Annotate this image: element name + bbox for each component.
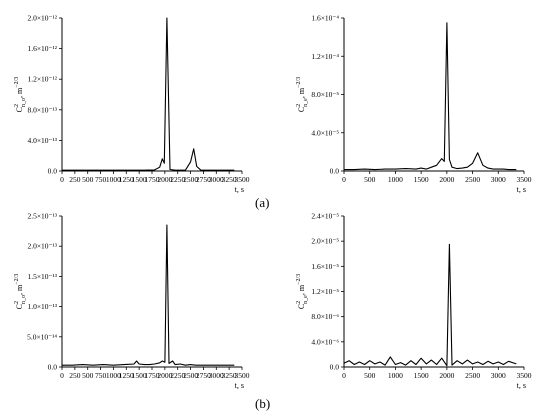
x-tick-label: 500 (82, 371, 94, 380)
x-tick-label: 3000 (491, 371, 506, 380)
y-axis-label: C2n_e, m−2/3 (296, 274, 309, 309)
x-tick-label: 0 (342, 175, 346, 184)
x-tick-label: 1000 (388, 175, 403, 184)
x-tick-label: 3000 (491, 175, 506, 184)
y-tick-label: 1.2×10⁻⁴ (311, 52, 339, 61)
y-tick-label: 2.5×10⁻¹³ (27, 212, 57, 221)
data-series-line (344, 22, 517, 171)
y-tick-label: 1.6×10⁻⁵ (311, 262, 339, 271)
x-axis-label: t, s (517, 381, 526, 390)
x-tick-label: 2250 (170, 175, 185, 184)
x-tick-label: 2500 (183, 175, 198, 184)
chart-panel-a-left: 0 250 500 750 100012501500175020002250250027… (14, 14, 250, 195)
x-tick-label: 1250 (119, 371, 134, 380)
x-tick-label: 2750 (196, 371, 211, 380)
y-tick-label: 1.2×10⁻¹² (27, 75, 57, 84)
x-tick-label: 3000 (209, 371, 224, 380)
x-tick-label: 0 (60, 371, 64, 380)
y-tick-label: 8.0×10⁻¹³ (27, 105, 57, 114)
y-axis-label: C2n_e, m−2/3 (296, 77, 309, 112)
y-tick-label: 4.0×10⁻¹³ (27, 136, 57, 145)
x-tick-label: 2500 (183, 371, 198, 380)
x-tick-label: 500 (82, 175, 94, 184)
y-tick-label: 0.0 (48, 363, 58, 372)
y-tick-label: 4.0×10⁻⁵ (311, 128, 339, 137)
y-axis-label: C2n_o, m−2/3 (14, 77, 27, 113)
y-tick-label: 4.0×10⁻⁶ (311, 337, 339, 346)
y-axis-label: C2n_o, m−2/3 (14, 274, 27, 310)
y-tick-label: 8.0×10⁻⁵ (311, 90, 339, 99)
x-tick-label: 2000 (439, 175, 454, 184)
figure-label-a: (a) (255, 195, 270, 210)
y-tick-label: 1.6×10⁻⁴ (311, 14, 339, 23)
x-tick-label: 1500 (414, 175, 429, 184)
x-axis-label: t, s (235, 185, 244, 194)
x-tick-label: 0 (342, 371, 346, 380)
x-tick-label: 1250 (119, 175, 134, 184)
x-tick-label: 2000 (157, 371, 172, 380)
x-tick-label: 1000 (106, 175, 121, 184)
x-tick-label: 1000 (388, 371, 403, 380)
x-tick-label: 1500 (132, 175, 147, 184)
x-axis-label: t, s (235, 381, 244, 390)
x-tick-label: 750 (95, 175, 107, 184)
y-tick-label: 0.0 (330, 363, 340, 372)
y-tick-label: 2.0×10⁻⁵ (311, 237, 339, 246)
x-axis-label: t, s (517, 185, 526, 194)
y-tick-label: 1.5×10⁻¹³ (27, 272, 57, 281)
data-series-line (62, 17, 235, 171)
chart-panel-a-right: 0 500 1000 1500 2000 2500 3000 3500 0.0 4.0×10⁻⁵ 8… (296, 14, 532, 195)
x-tick-label: 2500 (465, 371, 480, 380)
y-tick-label: 1.6×10⁻¹² (27, 44, 57, 53)
x-tick-label: 2000 (157, 175, 172, 184)
x-tick-label: 2250 (170, 371, 185, 380)
x-tick-label: 250 (69, 175, 81, 184)
x-tick-label: 2000 (439, 371, 454, 380)
x-tick-label: 1750 (145, 175, 160, 184)
y-tick-label: 1.2×10⁻⁵ (311, 287, 339, 296)
x-tick-label: 1500 (414, 371, 429, 380)
y-tick-label: 0.0 (330, 167, 340, 176)
y-tick-label: 0.0 (48, 167, 58, 176)
data-series-line (62, 224, 235, 366)
y-tick-label: 2.4×10⁻⁵ (311, 212, 339, 221)
chart-panel-b-left: 0 250 500 750 100012501500175020002250250027… (14, 212, 250, 391)
x-tick-label: 2500 (465, 175, 480, 184)
x-tick-label: 3250 (222, 175, 237, 184)
y-tick-label: 8.0×10⁻⁶ (311, 312, 339, 321)
figure-label-b: (b) (255, 396, 271, 411)
x-tick-label: 500 (364, 371, 376, 380)
x-tick-label: 500 (364, 175, 376, 184)
x-tick-label: 2750 (196, 175, 211, 184)
x-tick-label: 0 (60, 175, 64, 184)
x-tick-label: 1000 (106, 371, 121, 380)
x-tick-label: 750 (95, 371, 107, 380)
chart-panel-b-right: 0 500 1000 1500 2000 2500 3000 3500 0.0 4.0×10⁻⁶ 8… (296, 212, 532, 391)
y-tick-label: 2.0×10⁻¹² (27, 14, 57, 23)
x-tick-label: 3500 (235, 371, 250, 380)
x-tick-label: 250 (69, 371, 81, 380)
y-tick-label: 1.0×10⁻¹³ (27, 302, 57, 311)
y-tick-label: 2.0×10⁻¹³ (27, 242, 57, 251)
x-tick-label: 3000 (209, 175, 224, 184)
data-series-line (343, 243, 517, 367)
x-tick-label: 3250 (222, 371, 237, 380)
x-tick-label: 3500 (235, 175, 250, 184)
x-tick-label: 1500 (132, 371, 147, 380)
x-tick-label: 3500 (517, 175, 532, 184)
x-tick-label: 3500 (517, 371, 532, 380)
y-tick-label: 5.0×10⁻¹⁴ (27, 332, 57, 341)
x-tick-label: 1750 (145, 371, 160, 380)
